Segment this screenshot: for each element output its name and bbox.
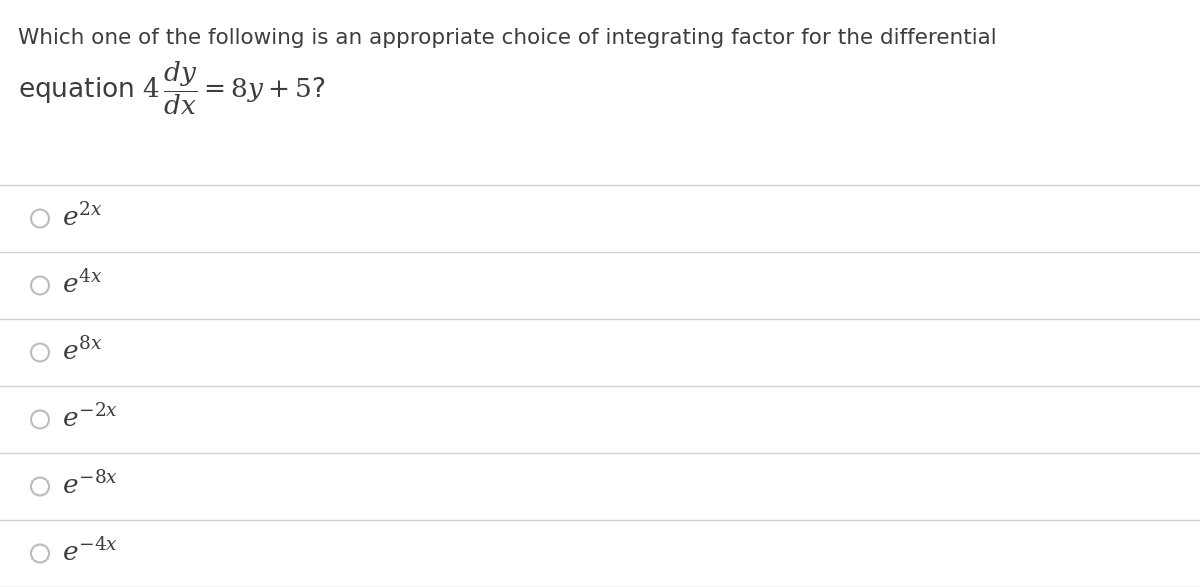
Text: $e^{8x}$: $e^{8x}$ xyxy=(62,338,103,367)
Text: $e^{-8x}$: $e^{-8x}$ xyxy=(62,473,118,501)
Text: $e^{-2x}$: $e^{-2x}$ xyxy=(62,405,118,434)
Text: equation $4\,\dfrac{dy}{dx} = 8y + 5$?: equation $4\,\dfrac{dy}{dx} = 8y + 5$? xyxy=(18,60,325,117)
Text: $e^{4x}$: $e^{4x}$ xyxy=(62,272,103,299)
Text: $e^{2x}$: $e^{2x}$ xyxy=(62,204,103,233)
Text: Which one of the following is an appropriate choice of integrating factor for th: Which one of the following is an appropr… xyxy=(18,28,997,48)
Text: $e^{-4x}$: $e^{-4x}$ xyxy=(62,539,118,568)
